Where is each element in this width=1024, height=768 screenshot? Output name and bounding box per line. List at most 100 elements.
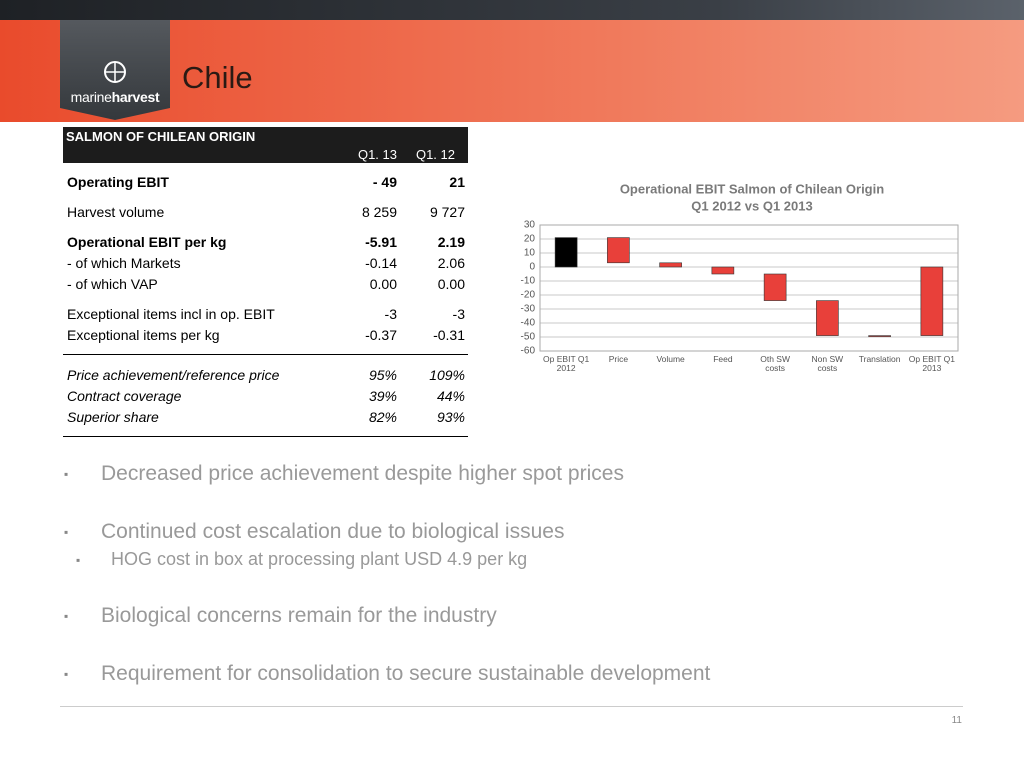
y-tick-label: -20	[521, 290, 536, 301]
x-tick-label: Op EBIT Q1 2013	[908, 354, 955, 373]
logo-box	[60, 20, 170, 120]
data-table: SALMON OF CHILEAN ORIGIN Q1. 13 Q1. 12 O…	[63, 127, 468, 437]
column-header: Q1. 12	[415, 147, 455, 162]
x-tick-label: Volume	[656, 354, 685, 364]
bar	[763, 273, 787, 301]
cell: 21	[449, 174, 465, 190]
cell: -5.91	[365, 234, 397, 250]
bar	[816, 300, 839, 336]
cell: 109%	[429, 367, 465, 383]
row-label: Harvest volume	[67, 204, 165, 220]
cell: 2.19	[437, 234, 465, 250]
logo-icon	[104, 61, 126, 83]
cell: 8 259	[361, 204, 397, 220]
chart-title: Operational EBIT Salmon of Chilean Origi…	[620, 181, 884, 196]
row-label: Operational EBIT per kg	[67, 234, 227, 250]
cell: 0.00	[437, 276, 465, 292]
y-tick-label: -50	[521, 332, 536, 343]
x-tick-label: Op EBIT Q1 2012	[543, 354, 590, 373]
table-section: Price achievement/reference price 95% 109%…	[63, 354, 468, 437]
table-section: Operational EBIT per kg -5.91 2.19 - of whi…	[63, 223, 468, 295]
x-tick-label: Price	[608, 354, 629, 364]
chart-title: Q1 2012 vs Q1 2013	[691, 198, 812, 213]
row-label: Contract coverage	[67, 388, 182, 404]
bullet-marker: ▪	[64, 667, 69, 681]
table-row: Operational EBIT per kg -5.91 2.19	[63, 232, 468, 253]
plot-border	[539, 224, 959, 352]
logo-part: marine	[70, 89, 112, 105]
bullet-text: HOG cost in box at processing plant USD …	[111, 549, 528, 569]
cell: -0.37	[365, 327, 397, 343]
table-section: Operating EBIT - 49 21	[63, 163, 468, 193]
cell: -3	[384, 306, 397, 322]
table-row: Superior share 82% 93%	[63, 407, 468, 428]
bar	[659, 262, 682, 268]
table-body: Operating EBIT - 49 21 Harvest volume 8 259 9…	[63, 163, 468, 437]
x-tick-label: Translation	[858, 354, 901, 364]
top-bar	[0, 0, 1024, 20]
y-tick-label: -10	[521, 276, 536, 287]
x-tick-label: Non SW costs	[811, 354, 844, 373]
bar	[607, 237, 630, 264]
cell: 39%	[368, 388, 397, 404]
cell: -0.31	[433, 327, 465, 343]
cell: -0.14	[365, 255, 397, 271]
table-row: - of which VAP 0.00 0.00	[63, 274, 468, 295]
cell: 9 727	[429, 204, 465, 220]
table-header: SALMON OF CHILEAN ORIGIN Q1. 13 Q1. 12	[63, 127, 468, 163]
column-header: Q1. 13	[357, 147, 397, 162]
bullet-text: Decreased price achievement despite high…	[101, 462, 624, 485]
bullet-marker: ▪	[76, 553, 81, 567]
table-row: Price achievement/reference price 95% 109%	[63, 365, 468, 386]
y-tick-label: 10	[524, 248, 536, 259]
table-title: SALMON OF CHILEAN ORIGIN	[66, 129, 256, 144]
bullet-text: Requirement for consolidation to secure …	[101, 662, 711, 685]
table-row: - of which Markets -0.14 2.06	[63, 253, 468, 274]
y-tick-label: -60	[521, 346, 536, 357]
bar	[920, 266, 944, 336]
y-tick-label: 30	[524, 220, 536, 231]
table-row: Contract coverage 39% 44%	[63, 386, 468, 407]
cell: -3	[452, 306, 465, 322]
y-tick-label: 20	[524, 234, 536, 245]
chart: Operational EBIT Salmon of Chilean Origi…	[521, 181, 959, 357]
bullet-marker: ▪	[64, 609, 69, 623]
bullet-text: Biological concerns remain for the indus…	[101, 604, 497, 627]
cell: 93%	[436, 409, 465, 425]
cell: 95%	[368, 367, 397, 383]
row-label: Exceptional items incl in op. EBIT	[67, 306, 275, 322]
x-tick-label: Oth SW costs	[760, 354, 790, 373]
header-band	[0, 20, 1024, 122]
y-tick-label: -30	[521, 304, 536, 315]
cell: 0.00	[369, 276, 397, 292]
row-label: Superior share	[67, 409, 159, 425]
logo-text: marineharvest	[60, 89, 170, 105]
logo-part: harvest	[111, 89, 160, 105]
bar	[711, 266, 735, 275]
row-label: Operating EBIT	[67, 174, 169, 190]
bar	[554, 237, 578, 268]
row-label: Price achievement/reference price	[67, 367, 280, 383]
row-label: - of which Markets	[67, 255, 181, 271]
page-number: 11	[951, 715, 962, 726]
table-section: Exceptional items incl in op. EBIT -3 -3 Ex…	[63, 295, 468, 346]
cell: 2.06	[437, 255, 465, 271]
table-section: Harvest volume 8 259 9 727	[63, 193, 468, 223]
table-row: Exceptional items incl in op. EBIT -3 -3	[63, 304, 468, 325]
table-row: Harvest volume 8 259 9 727	[63, 202, 468, 223]
footer-line	[60, 706, 963, 707]
x-tick-label: Feed	[713, 354, 733, 364]
bar	[868, 335, 891, 337]
slide-title: Chile	[182, 60, 253, 95]
bullet-marker: ▪	[64, 525, 69, 539]
y-tick-label: -40	[521, 318, 536, 329]
table-row: Operating EBIT - 49 21	[63, 172, 468, 193]
bullet-text: Continued cost escalation due to biologi…	[101, 520, 565, 543]
cell: - 49	[372, 174, 397, 190]
table-row: Exceptional items per kg -0.37 -0.31	[63, 325, 468, 346]
row-label: Exceptional items per kg	[67, 327, 220, 343]
chart-container: Operational EBIT Salmon of Chilean Origi…	[500, 175, 970, 385]
bullet-marker: ▪	[64, 467, 69, 481]
y-tick-label: 0	[529, 262, 535, 273]
